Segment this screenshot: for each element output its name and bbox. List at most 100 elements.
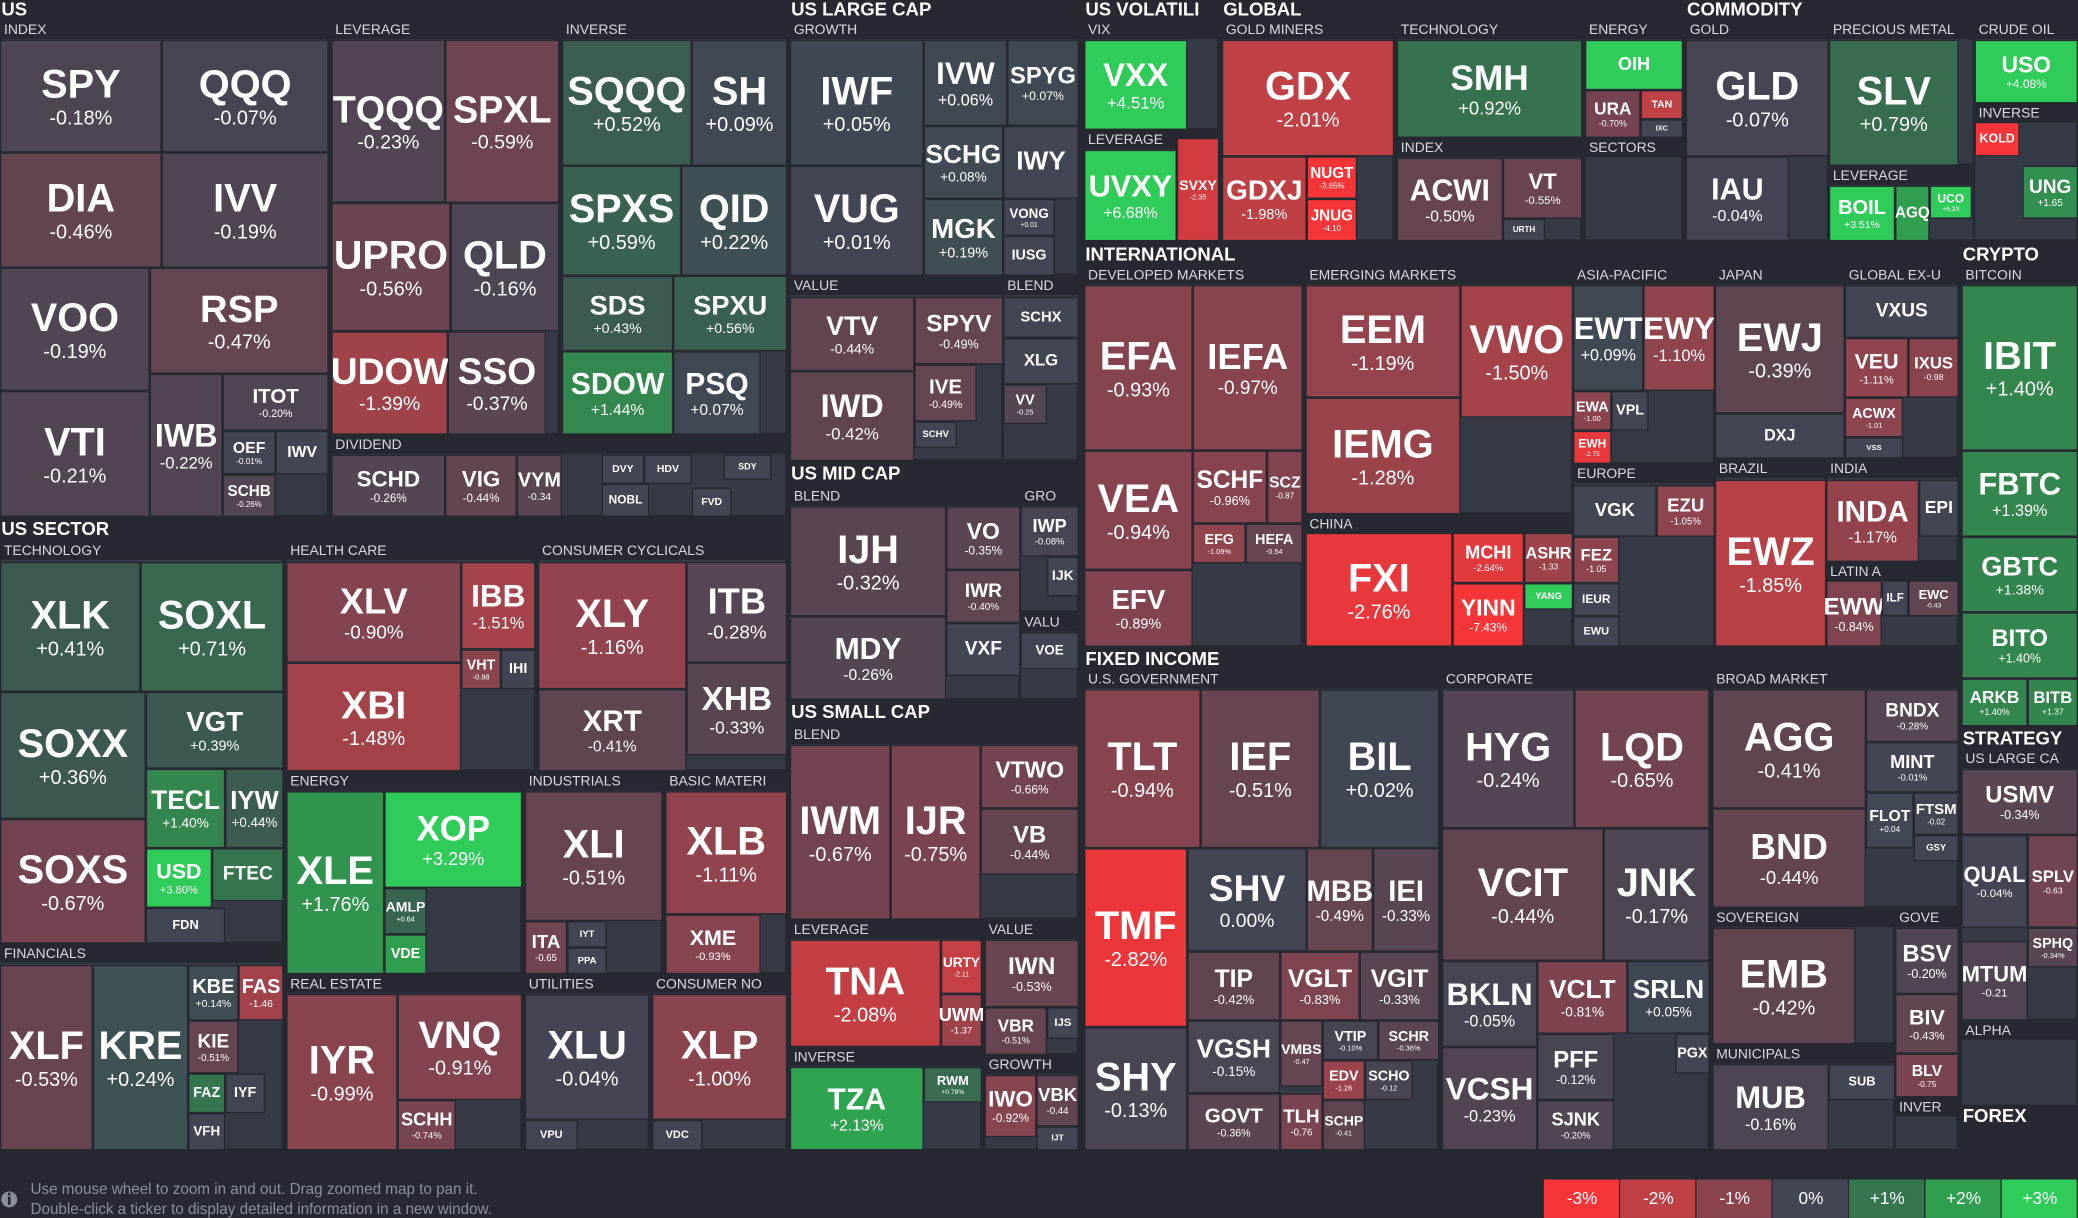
ticker-tile[interactable]: XHB-0.33% [686, 662, 788, 756]
tile-ticker[interactable]: IWY [1016, 145, 1066, 175]
tile-ticker[interactable]: NOBL [609, 492, 643, 506]
tile-change[interactable]: -2.08% [834, 1004, 897, 1026]
tile-change[interactable]: -0.84% [1834, 620, 1873, 634]
tile[interactable] [1573, 536, 1620, 584]
tile[interactable] [1266, 450, 1303, 524]
tile-change[interactable]: -1.50% [1485, 363, 1548, 385]
tile-ticker[interactable]: BOIL [1838, 197, 1886, 219]
ticker-tile[interactable]: DIA-0.46% [0, 152, 162, 268]
tile-ticker[interactable]: IJH [837, 528, 899, 572]
tile-change[interactable]: 0.00% [1220, 910, 1275, 932]
tile-change[interactable]: -0.51% [562, 868, 625, 890]
tile-change[interactable]: -0.83% [1300, 992, 1341, 1007]
tile[interactable] [1908, 337, 1959, 398]
tile-ticker[interactable]: VCLT [1549, 974, 1616, 1004]
ticker-tile[interactable]: EWY-1.10% [1643, 284, 1715, 391]
ticker-tile[interactable]: VTIP-0.10% [1322, 1020, 1379, 1061]
tile-change[interactable]: -0.94% [1107, 522, 1170, 544]
tile-ticker[interactable]: VONG [1009, 206, 1048, 221]
tile[interactable] [331, 454, 446, 517]
tile[interactable] [789, 39, 924, 166]
tile-change[interactable]: -0.40% [968, 602, 1000, 613]
tile[interactable] [652, 1119, 703, 1151]
tile-ticker[interactable]: KOLD [1980, 131, 2015, 145]
tile-change[interactable]: -0.34 [528, 492, 552, 503]
tile[interactable] [1245, 523, 1303, 564]
tile-ticker[interactable]: BLV [1912, 1063, 1943, 1080]
tile-ticker[interactable]: DIA [47, 177, 115, 221]
tile-change[interactable]: +0.09% [706, 114, 774, 136]
tile-ticker[interactable]: SPY [41, 63, 121, 107]
ticker-tile[interactable]: IXC [1640, 119, 1684, 138]
tile[interactable] [1280, 1020, 1323, 1087]
ticker-tile[interactable]: UWM-1.37 [939, 993, 984, 1047]
tile-change[interactable]: -0.21% [43, 465, 106, 487]
tile-ticker[interactable]: VUG [814, 187, 900, 231]
tile[interactable] [1908, 580, 1959, 617]
tile[interactable] [1319, 689, 1440, 849]
tile-ticker[interactable]: IXUS [1914, 353, 1953, 372]
tile-change[interactable]: -1.85% [1739, 575, 1802, 597]
tile[interactable] [1913, 792, 1959, 835]
tile-ticker[interactable]: MUB [1735, 1080, 1806, 1115]
tile-ticker[interactable]: AMLP [386, 899, 426, 915]
tile-change[interactable]: -0.37% [466, 393, 527, 415]
ticker-tile[interactable]: XRT-0.41% [538, 689, 687, 772]
tile-change[interactable]: -1.98% [1241, 207, 1287, 223]
tile-change[interactable]: -0.67% [41, 893, 104, 915]
ticker-tile[interactable]: XBI-1.48% [286, 662, 462, 772]
tile-change[interactable]: +1.40% [1998, 652, 2041, 666]
tile[interactable] [2022, 165, 2078, 219]
ticker-tile[interactable]: IJK [1046, 556, 1079, 597]
tile[interactable] [984, 939, 1079, 1008]
ticker-tile[interactable]: UPRO-0.56% [331, 202, 451, 332]
tile[interactable] [1441, 1046, 1538, 1151]
tile-ticker[interactable]: GDX [1265, 65, 1352, 109]
tile-ticker[interactable]: VYM [518, 469, 561, 491]
tile[interactable] [188, 964, 239, 1021]
tile[interactable] [1585, 39, 1684, 91]
tile-ticker[interactable]: IJR [905, 799, 967, 843]
tile-change[interactable]: +1.39% [1992, 502, 2047, 520]
tile[interactable] [2027, 834, 2078, 928]
tile[interactable] [789, 371, 915, 462]
tile[interactable] [1918, 479, 1959, 537]
tile[interactable] [500, 649, 536, 690]
ticker-tile[interactable]: VBR-0.51% [984, 1007, 1047, 1055]
ticker-tile[interactable]: VEU-1.11% [1844, 337, 1909, 398]
tile-ticker[interactable]: IWV [287, 444, 317, 461]
tile-ticker[interactable]: SOXS [18, 848, 128, 892]
ticker-tile[interactable]: IVV-0.19% [161, 152, 329, 268]
tile[interactable] [1895, 927, 1959, 994]
tile-ticker[interactable]: SDY [738, 462, 757, 472]
tile-change[interactable]: -0.04% [556, 1068, 619, 1090]
ticker-tile[interactable]: EWA-1.00 [1573, 390, 1612, 431]
ticker-tile[interactable]: HDV [644, 454, 692, 484]
tile[interactable] [1187, 1020, 1281, 1094]
tile-change[interactable]: -0.07% [1726, 110, 1789, 132]
ticker-tile[interactable]: TLT-0.94% [1084, 689, 1201, 849]
tile[interactable] [1865, 742, 1959, 793]
tile-change[interactable]: -7.43% [1469, 621, 1507, 635]
tile-change[interactable]: -2.75 [1585, 451, 1600, 458]
tile-ticker[interactable]: SCHH [401, 1110, 452, 1130]
ticker-tile[interactable]: VOE [1020, 632, 1079, 670]
tile-change[interactable]: -0.16% [1745, 1116, 1796, 1134]
tile-ticker[interactable]: XLB [686, 819, 766, 863]
tile-ticker[interactable]: EMB [1740, 953, 1828, 997]
tile[interactable] [1685, 39, 1829, 157]
tile[interactable] [161, 39, 329, 153]
tile-ticker[interactable]: TECL [151, 785, 220, 815]
ticker-tile[interactable]: IHI [500, 649, 536, 690]
tile-change[interactable]: -1.16% [581, 637, 644, 659]
tile-ticker[interactable]: OEF [233, 440, 266, 457]
tile[interactable] [461, 649, 501, 690]
tile-change[interactable]: -0.26% [237, 500, 262, 509]
tile-ticker[interactable]: EWJ [1737, 316, 1823, 360]
ticker-tile[interactable]: VBK-0.44 [1036, 1074, 1079, 1127]
tile-ticker[interactable]: SCZ [1269, 475, 1301, 492]
ticker-tile[interactable]: SVXY-2.35 [1176, 137, 1220, 242]
tile-change[interactable]: -0.49% [1316, 908, 1364, 925]
tile-change[interactable]: -0.56% [359, 278, 422, 300]
